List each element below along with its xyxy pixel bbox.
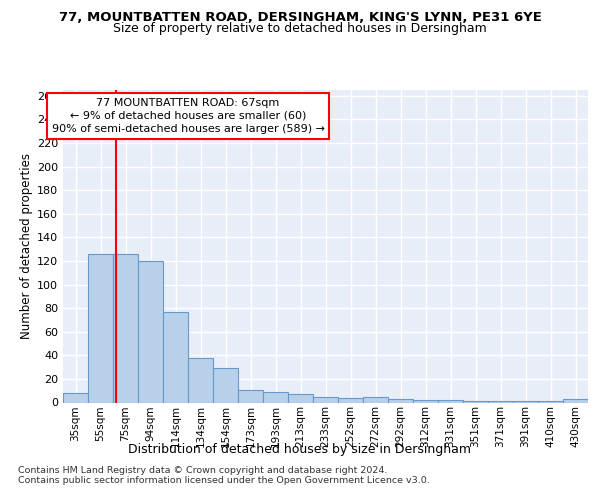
Bar: [338, 398, 363, 402]
Text: Size of property relative to detached houses in Dersingham: Size of property relative to detached ho…: [113, 22, 487, 35]
Bar: [313, 396, 338, 402]
Bar: [438, 400, 463, 402]
Bar: [563, 399, 588, 402]
Bar: [138, 261, 163, 402]
Bar: [238, 390, 263, 402]
Text: Contains HM Land Registry data © Crown copyright and database right 2024.
Contai: Contains HM Land Registry data © Crown c…: [18, 466, 430, 485]
Bar: [263, 392, 288, 402]
Bar: [163, 312, 188, 402]
Text: 77, MOUNTBATTEN ROAD, DERSINGHAM, KING'S LYNN, PE31 6YE: 77, MOUNTBATTEN ROAD, DERSINGHAM, KING'S…: [59, 11, 541, 24]
Bar: [188, 358, 213, 403]
Text: 77 MOUNTBATTEN ROAD: 67sqm
← 9% of detached houses are smaller (60)
90% of semi-: 77 MOUNTBATTEN ROAD: 67sqm ← 9% of detac…: [52, 98, 325, 134]
Bar: [413, 400, 438, 402]
Bar: [213, 368, 238, 402]
Bar: [288, 394, 313, 402]
Bar: [363, 396, 388, 402]
Text: Distribution of detached houses by size in Dersingham: Distribution of detached houses by size …: [128, 442, 472, 456]
Bar: [388, 399, 413, 402]
Bar: [63, 393, 88, 402]
Bar: [88, 254, 113, 402]
Bar: [113, 254, 138, 402]
Y-axis label: Number of detached properties: Number of detached properties: [20, 153, 33, 339]
